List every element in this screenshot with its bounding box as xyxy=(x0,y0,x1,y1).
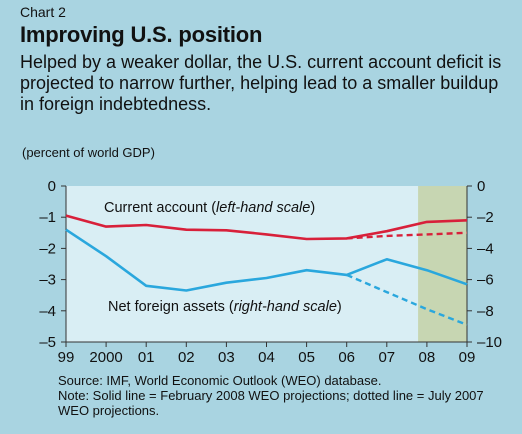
x-tick-label: 01 xyxy=(138,349,155,366)
x-tick-label: 07 xyxy=(378,349,395,366)
left-tick-label: –5 xyxy=(39,334,56,351)
net-foreign-assets-july-2007-line xyxy=(346,273,468,326)
x-tick-label: 2000 xyxy=(89,349,122,366)
left-tick-label: –2 xyxy=(39,240,56,257)
note-text: Note: Solid line = February 2008 WEO pro… xyxy=(58,388,484,418)
right-tick-label: –4 xyxy=(477,240,494,257)
right-tick-label: –2 xyxy=(477,209,494,226)
x-tick-label: 02 xyxy=(178,349,195,366)
net-foreign-assets-line xyxy=(65,228,468,292)
left-tick-label: –3 xyxy=(39,272,56,289)
left-tick-label: –1 xyxy=(39,209,56,226)
chart-subtitle: Helped by a weaker dollar, the U.S. curr… xyxy=(20,52,502,114)
x-tick-label: 05 xyxy=(298,349,315,366)
net-foreign-assets-label: Net foreign assets (right-hand scale) xyxy=(108,299,342,315)
projection-shade xyxy=(418,186,467,342)
left-tick-label: –4 xyxy=(39,303,56,320)
x-tick-label: 09 xyxy=(459,349,476,366)
right-tick-label: –6 xyxy=(477,272,494,289)
source-text: Source: IMF, World Economic Outlook (WEO… xyxy=(58,373,382,388)
unit-label: (percent of world GDP) xyxy=(22,145,155,160)
source-note: Source: IMF, World Economic Outlook (WEO… xyxy=(58,373,488,418)
current-account-line xyxy=(65,214,468,241)
right-tick-label: –8 xyxy=(477,303,494,320)
current-account-july-2007-line xyxy=(346,231,468,240)
x-tick-label: 99 xyxy=(58,349,75,366)
chart-number: Chart 2 xyxy=(20,4,66,20)
x-tick-label: 08 xyxy=(419,349,436,366)
chart-title: Improving U.S. position xyxy=(20,22,263,47)
x-tick-label: 04 xyxy=(258,349,275,366)
right-tick-label: –10 xyxy=(477,334,502,351)
x-tick-label: 03 xyxy=(218,349,235,366)
current-account-label: Current account (left-hand scale) xyxy=(104,200,315,216)
right-tick-label: 0 xyxy=(477,178,485,195)
left-tick-label: 0 xyxy=(48,178,56,195)
x-tick-label: 06 xyxy=(338,349,355,366)
